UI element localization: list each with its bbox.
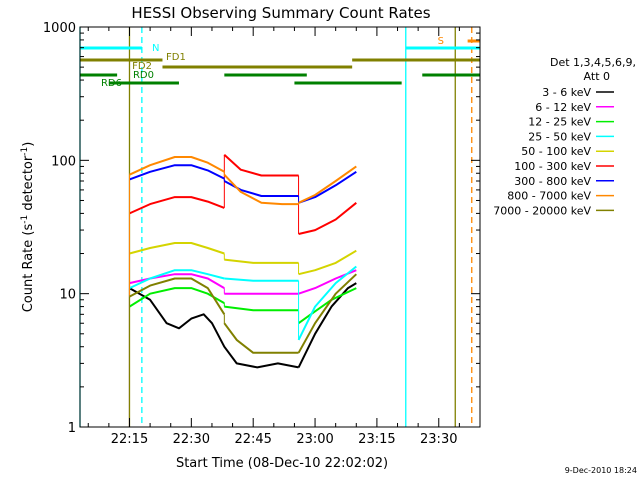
series-line-100-300-kev xyxy=(129,196,225,215)
y-axis-ticks: 1 10 100 1000 xyxy=(43,21,480,436)
series-line-25-50-kev xyxy=(224,277,299,282)
legend-header-1: Det 1,3,4,5,6,9, xyxy=(550,56,636,69)
legend-label-6-12-kev: 6 - 12 keV xyxy=(535,101,591,114)
series-line-7000-20000-kev xyxy=(297,273,357,354)
series-line-50-100-kev xyxy=(129,242,225,255)
y-tick-label: 100 xyxy=(51,154,76,169)
flag-label-n: N xyxy=(152,43,159,54)
flag-label-s: S xyxy=(438,36,444,47)
series-line-50-100-kev xyxy=(224,258,299,264)
series-lines xyxy=(128,154,357,427)
x-axis-ticks: 22:15 22:30 22:45 23:00 23:15 23:30 xyxy=(87,27,481,447)
series-line-100-300-kev xyxy=(298,202,357,235)
series-line-100-300-kev xyxy=(223,154,299,177)
series-line-12-25-kev xyxy=(298,287,357,325)
x-tick-label: 22:15 xyxy=(111,432,148,447)
flag-label-rd0: RD0 xyxy=(133,70,154,81)
legend-label-800-7000-kev: 800 - 7000 keV xyxy=(507,190,591,203)
timestamp: 9-Dec-2010 18:24 xyxy=(565,466,637,475)
y-tick-label: 1 xyxy=(68,421,76,436)
legend-header-2: Att 0 xyxy=(584,70,610,83)
series-line-7000-20000-kev xyxy=(223,322,299,354)
legend-label-3-6-kev: 3 - 6 keV xyxy=(542,86,591,99)
legend-label-300-800-kev: 300 - 800 keV xyxy=(514,175,591,188)
legend-label-25-50-kev: 25 - 50 keV xyxy=(528,130,591,143)
x-axis-label: Start Time (08-Dec-10 22:02:02) xyxy=(176,456,388,471)
legend-label-12-25-kev: 12 - 25 keV xyxy=(528,116,591,129)
legend-label-50-100-kev: 50 - 100 keV xyxy=(521,145,591,158)
series-line-12-25-kev xyxy=(128,287,225,308)
series-line-800-7000-kev xyxy=(129,156,225,176)
series-line-25-50-kev xyxy=(129,269,225,290)
y-tick-label: 10 xyxy=(59,288,76,303)
flag-label-fd2: FD2 xyxy=(132,61,152,72)
series-line-300-800-kev xyxy=(129,164,225,181)
series-line-25-50-kev xyxy=(297,265,357,341)
series-line-7000-20000-kev xyxy=(129,277,226,315)
chart-title: HESSI Observing Summary Count Rates xyxy=(131,4,430,22)
x-tick-label: 23:00 xyxy=(296,432,333,447)
series-line-50-100-kev xyxy=(298,249,357,276)
series-line-3-6-kev xyxy=(129,287,299,369)
flag-label-rd6: RD6 xyxy=(101,78,122,89)
series-line-800-7000-kev xyxy=(223,174,299,206)
plot-frame xyxy=(79,26,481,428)
legend-label-7000-20000-kev: 7000 - 20000 keV xyxy=(493,204,591,217)
legend-label-100-300-kev: 100 - 300 keV xyxy=(514,160,591,173)
x-tick-label: 23:30 xyxy=(420,432,457,447)
series-line-800-7000-kev xyxy=(298,165,357,204)
legend: Det 1,3,4,5,6,9, Att 0 3 - 6 keV 6 - 12 k… xyxy=(493,56,636,217)
x-tick-label: 22:45 xyxy=(234,432,271,447)
flag-label-fd1: FD1 xyxy=(166,52,186,63)
series-line-3-6-kev xyxy=(297,282,357,368)
series-line-12-25-kev xyxy=(224,305,299,312)
x-tick-label: 22:30 xyxy=(173,432,210,447)
y-axis-label: Count Rate (s-1 detector-1) xyxy=(20,142,36,313)
y-tick-label: 1000 xyxy=(43,21,76,36)
x-tick-label: 23:15 xyxy=(358,432,395,447)
